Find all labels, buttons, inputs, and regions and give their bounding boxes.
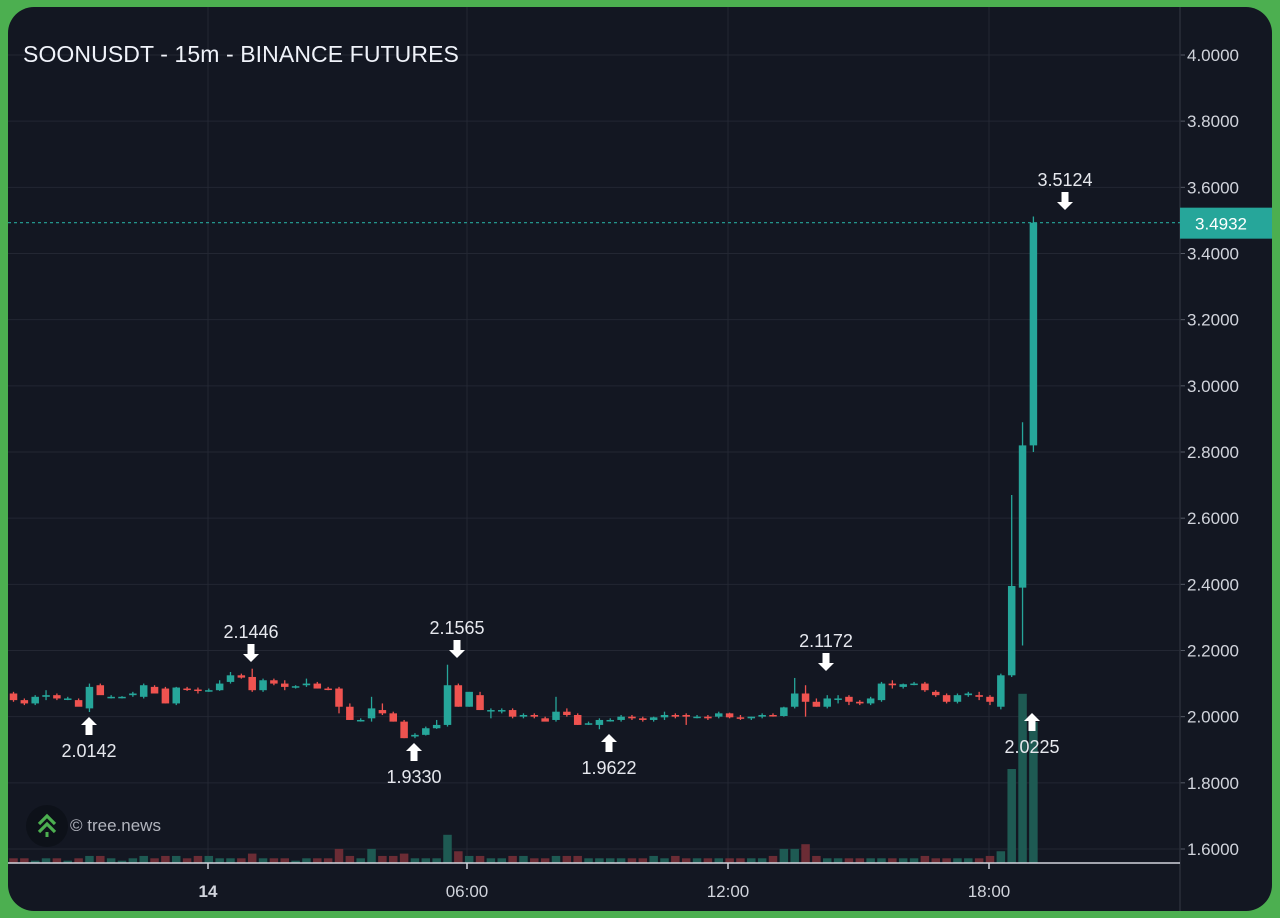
chart-container[interactable]: 2.0142 2.1446 1.9330 2.1565 1.9622 2.1172 2.02… xyxy=(8,7,1272,911)
time-axis-label: 12:00 xyxy=(707,882,750,901)
chart-title: SOONUSDT - 15m - BINANCE FUTURES xyxy=(23,41,459,67)
low-annotation-label: 2.0225 xyxy=(1004,737,1059,757)
high-annotation-label: 3.5124 xyxy=(1037,170,1092,190)
candlestick-chart[interactable]: 2.0142 2.1446 1.9330 2.1565 1.9622 2.1172 2.02… xyxy=(8,7,1272,911)
grid-lines xyxy=(8,7,1180,863)
price-axis-label: 3.8000 xyxy=(1187,112,1239,131)
high-annotation-label: 2.1446 xyxy=(223,622,278,642)
tree-logo-icon xyxy=(26,805,68,847)
low-annotation-label: 1.9622 xyxy=(581,758,636,778)
price-axis-label: 2.4000 xyxy=(1187,575,1239,594)
candles xyxy=(9,216,1038,739)
high-low-annotations: 2.0142 2.1446 1.9330 2.1565 1.9622 2.1172 2.02… xyxy=(61,170,1092,787)
arrow-up-icon xyxy=(81,717,97,735)
last-price-label: 3.4932 xyxy=(1195,215,1247,234)
price-axis-label: 2.6000 xyxy=(1187,509,1239,528)
price-axis-label: 2.2000 xyxy=(1187,641,1239,660)
low-annotation-label: 1.9330 xyxy=(386,767,441,787)
arrow-down-icon xyxy=(449,640,465,658)
high-annotation-label: 2.1172 xyxy=(799,631,853,651)
price-axis-label: 3.4000 xyxy=(1187,244,1239,263)
price-axis-label: 3.2000 xyxy=(1187,311,1239,330)
arrow-down-icon xyxy=(818,653,834,671)
time-axis-label: 18:00 xyxy=(968,882,1011,901)
time-axis-label: 06:00 xyxy=(446,882,489,901)
axes: 4.0000 3.8000 3.6000 3.4000 3.2000 3.0000 2.80… xyxy=(8,7,1272,911)
price-axis-label: 3.0000 xyxy=(1187,377,1239,396)
arrow-down-icon xyxy=(1057,192,1073,210)
watermark: © tree.news xyxy=(26,805,161,847)
price-axis-label: 4.0000 xyxy=(1187,46,1239,65)
high-annotation-label: 2.1565 xyxy=(429,618,484,638)
arrow-up-icon xyxy=(601,734,617,752)
price-axis-label: 1.8000 xyxy=(1187,774,1239,793)
price-axis-label: 3.6000 xyxy=(1187,178,1239,197)
volume-bars xyxy=(9,693,1038,863)
price-axis-label: 2.8000 xyxy=(1187,443,1239,462)
time-axis-label: 14 xyxy=(199,882,218,901)
watermark-text: © tree.news xyxy=(70,816,161,835)
arrow-up-icon xyxy=(1024,713,1040,731)
arrow-down-icon xyxy=(243,644,259,662)
low-annotation-label: 2.0142 xyxy=(61,741,116,761)
arrow-up-icon xyxy=(406,743,422,761)
price-axis-label: 2.0000 xyxy=(1187,708,1239,727)
price-axis-label: 1.6000 xyxy=(1187,840,1239,859)
last-price-badge xyxy=(1180,207,1272,239)
